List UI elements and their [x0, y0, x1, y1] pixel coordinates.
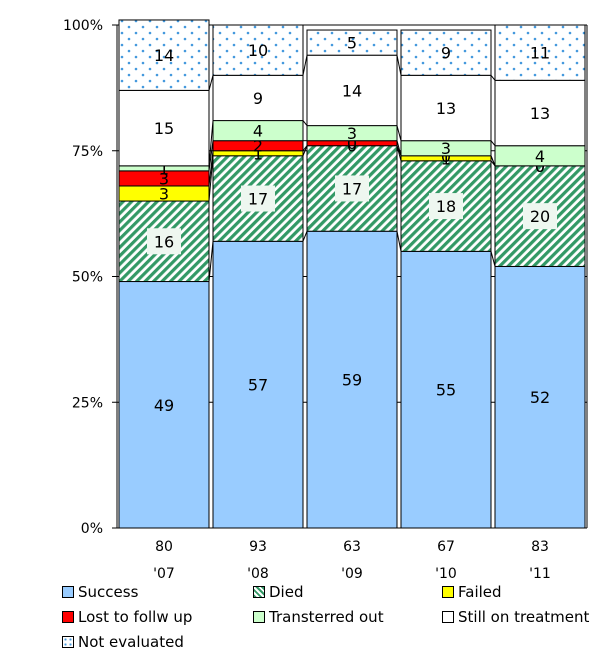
data-label: 10: [248, 41, 268, 60]
bar-segment: [494, 24, 586, 81]
series-connector-line: [208, 140, 214, 171]
series-connector-line: [396, 125, 402, 141]
data-label: 9: [441, 44, 451, 63]
data-label: 11: [530, 44, 550, 63]
series-connector-line: [302, 231, 308, 242]
series-connector-line: [208, 75, 214, 91]
data-label: 1: [159, 159, 169, 178]
data-label: 13: [530, 104, 550, 123]
data-label-bg: [335, 175, 369, 202]
series-connector-line: [208, 120, 214, 166]
series-connector-line: [490, 140, 496, 147]
bar-segment: [306, 29, 398, 56]
bar-segment: [118, 281, 210, 529]
series-connector-line: [302, 145, 308, 156]
x-tick-label: '09: [341, 566, 363, 582]
series-connector-line: [208, 150, 214, 187]
data-label: 4: [535, 147, 545, 166]
data-label: 1: [253, 144, 263, 163]
data-label: 15: [154, 119, 174, 138]
data-label: 3: [347, 124, 357, 143]
series-connector-line: [208, 155, 214, 202]
data-label: 20: [530, 207, 550, 226]
x-count-label: 80: [155, 539, 173, 555]
y-tick-label: 75%: [72, 144, 103, 160]
bar-segment: [118, 89, 210, 167]
series-connector-line: [396, 231, 402, 252]
data-label: 17: [248, 190, 268, 209]
data-label: 55: [436, 381, 456, 400]
data-label: 18: [436, 197, 456, 216]
data-label: 49: [154, 396, 174, 415]
bar-segment: [400, 250, 492, 529]
bar-segment: [118, 19, 210, 91]
data-label: 3: [159, 185, 169, 204]
series-connector-line: [490, 74, 496, 81]
data-label: 1: [441, 149, 451, 168]
x-count-label: 63: [343, 539, 361, 555]
series-connector-line: [302, 145, 308, 152]
bar-segment: [494, 79, 586, 147]
x-tick-label: '11: [529, 566, 551, 582]
x-tick-label: '10: [435, 566, 457, 582]
bar-segment: [400, 74, 492, 142]
data-label: 5: [347, 34, 357, 53]
data-label: 17: [342, 179, 362, 198]
data-label: 14: [342, 81, 362, 100]
data-label: 14: [154, 46, 174, 65]
data-label: 4: [253, 122, 263, 141]
x-tick-label: '08: [247, 566, 269, 582]
data-label-bg: [241, 185, 275, 212]
data-label-bg: [147, 228, 181, 255]
series-connector-line: [490, 155, 496, 167]
x-count-label: 67: [437, 539, 455, 555]
x-count-label: 83: [531, 539, 549, 555]
bar-segment: [494, 265, 586, 529]
series-connector-line: [208, 241, 214, 282]
y-tick-label: 50%: [72, 270, 103, 286]
data-label: 0: [347, 134, 357, 153]
data-label: 9: [253, 89, 263, 108]
y-tick-label: 0%: [81, 521, 103, 537]
bar-segment: [400, 29, 492, 76]
y-tick-label: 25%: [72, 395, 103, 411]
y-tick-label: 100%: [63, 18, 103, 34]
x-tick-label: '07: [153, 566, 175, 582]
series-connector-line: [396, 140, 402, 156]
x-count-label: 93: [249, 539, 267, 555]
data-label: 16: [154, 232, 174, 251]
data-label: 3: [441, 139, 451, 158]
data-label: 57: [248, 376, 268, 395]
series-connector-line: [302, 55, 308, 76]
data-label: 3: [159, 169, 169, 188]
bar-segment: [306, 54, 398, 127]
series-connector-line: [396, 55, 402, 76]
series-connector-line: [302, 120, 308, 126]
bar-segment: [212, 240, 304, 529]
data-label: 2: [253, 137, 263, 156]
data-label: 59: [342, 371, 362, 390]
data-label-bg: [523, 203, 557, 230]
data-label-bg: [429, 193, 463, 220]
bar-segment: [212, 24, 304, 76]
series-connector-line: [490, 251, 496, 267]
data-label: 13: [436, 99, 456, 118]
data-label: 52: [530, 388, 550, 407]
